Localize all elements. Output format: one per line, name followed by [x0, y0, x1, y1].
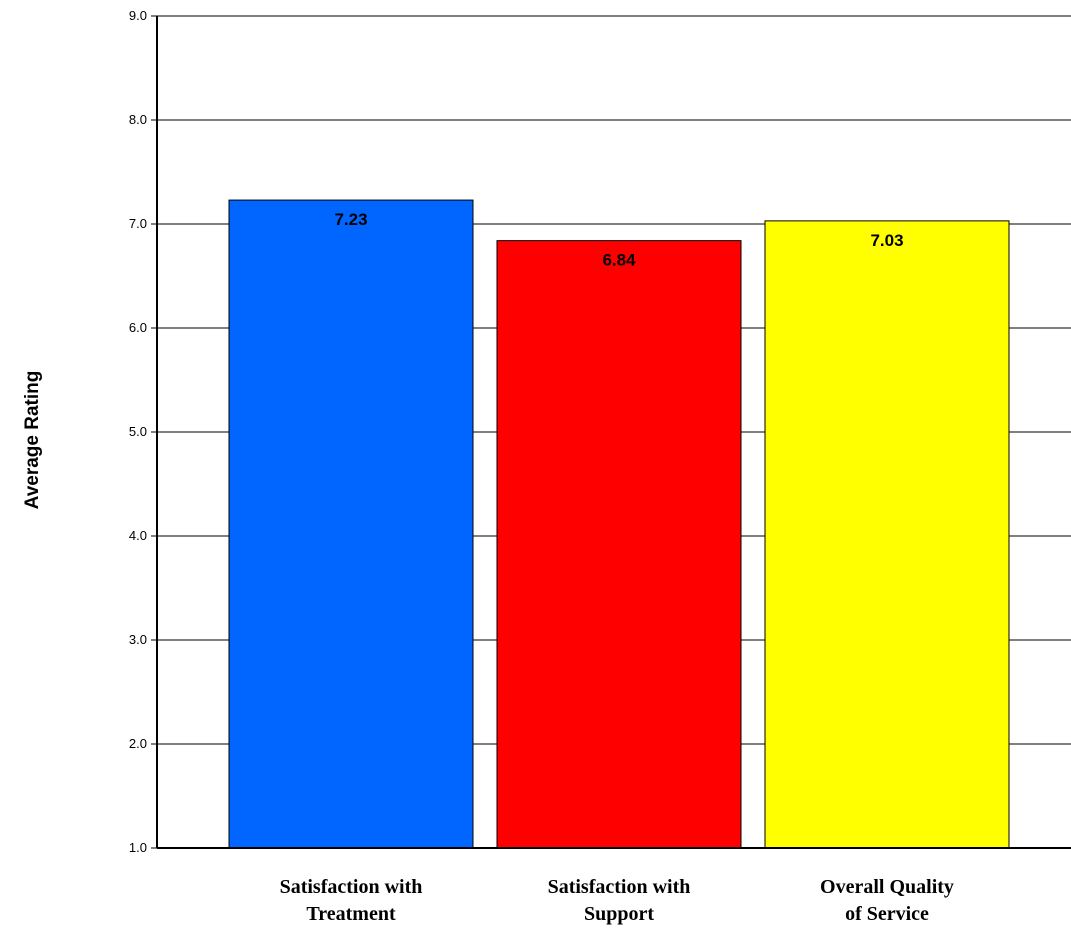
x-category-label: Satisfaction with — [548, 876, 691, 898]
x-category-labels: Satisfaction with Treatment Satisfaction w… — [280, 876, 954, 925]
y-tick-label: 4.0 — [129, 528, 147, 543]
bar — [764, 220, 1010, 849]
axes — [156, 16, 1071, 849]
x-category-label: Overall Quality — [820, 876, 954, 898]
y-axis-label: Average Rating — [22, 371, 43, 510]
bar — [496, 240, 742, 849]
data-label: 7.23 — [334, 210, 367, 229]
y-tick-label: 1.0 — [129, 840, 147, 855]
y-tick-label: 6.0 — [129, 320, 147, 335]
y-tick-labels: 1.0 2.0 3.0 4.0 5.0 6.0 7.0 8.0 9.0 — [129, 8, 147, 855]
y-tick-label: 5.0 — [129, 424, 147, 439]
y-tick-label: 7.0 — [129, 216, 147, 231]
y-tick-label: 9.0 — [129, 8, 147, 23]
x-category-label: Satisfaction with — [280, 876, 423, 898]
data-label: 6.84 — [602, 251, 636, 270]
x-category-label: of Service — [845, 903, 929, 925]
bar — [228, 199, 474, 849]
x-category-label: Support — [584, 903, 654, 925]
y-tick-label: 8.0 — [129, 112, 147, 127]
bars — [228, 199, 1010, 849]
data-labels: 7.23 6.84 7.03 — [334, 210, 903, 270]
x-category-label: Treatment — [306, 903, 396, 925]
y-tick-label: 2.0 — [129, 736, 147, 751]
y-tick-label: 3.0 — [129, 632, 147, 647]
data-label: 7.03 — [870, 231, 903, 250]
